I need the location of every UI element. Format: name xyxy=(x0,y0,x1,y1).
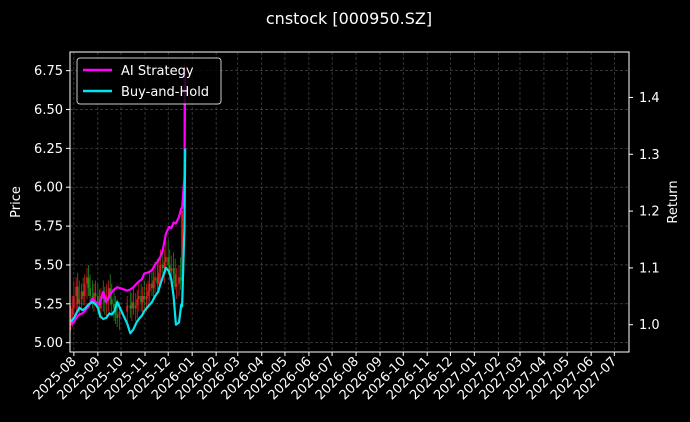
candle-body xyxy=(164,257,167,262)
candle-body xyxy=(98,305,101,309)
right-y-tick-label: 1.2 xyxy=(639,205,660,220)
left-y-axis-ticks: 5.00 5.25 5.50 5.75 6.00 6.25 6.50 6.75 xyxy=(34,64,70,351)
candle-body xyxy=(102,296,105,300)
legend: AI Strategy Buy-and-Hold xyxy=(76,57,222,105)
left-y-tick-label: 5.50 xyxy=(34,258,63,273)
candle-body xyxy=(179,277,182,281)
chart-title: cnstock [000950.SZ] xyxy=(266,9,432,28)
candle-body xyxy=(114,308,117,315)
candle-body xyxy=(163,261,166,269)
candle-body xyxy=(130,302,133,309)
left-y-tick-label: 5.25 xyxy=(34,297,63,312)
candle-body xyxy=(152,280,155,289)
candle-body xyxy=(75,286,78,297)
candle-body xyxy=(156,277,159,284)
right-y-tick-label: 1.4 xyxy=(639,91,660,106)
candle-body xyxy=(132,302,135,309)
left-y-tick-label: 5.75 xyxy=(34,220,63,235)
candle-body xyxy=(161,264,164,269)
right-y-tick-label: 1.3 xyxy=(639,148,660,163)
candle-body xyxy=(159,264,162,273)
candle-body xyxy=(76,286,79,304)
candle-body xyxy=(147,291,149,297)
candle-body xyxy=(168,264,171,272)
right-y-tick-label: 1.0 xyxy=(639,318,660,333)
candle-body xyxy=(143,296,146,300)
candle-body xyxy=(151,283,153,289)
series-line-buy-and-hold xyxy=(69,148,187,335)
candle-body xyxy=(137,296,140,300)
candle-body xyxy=(129,305,132,309)
candle-body xyxy=(126,305,129,312)
plot-frame xyxy=(69,51,630,353)
candle-body xyxy=(181,210,184,281)
left-y-tick-label: 6.50 xyxy=(34,103,63,118)
candle-body xyxy=(86,277,88,284)
candle-body xyxy=(158,272,160,284)
candle-body xyxy=(141,296,144,303)
left-y-axis-label: Price xyxy=(9,186,24,218)
candle-body xyxy=(174,274,177,287)
candle-body xyxy=(69,314,72,325)
candle-body xyxy=(87,277,90,289)
right-y-axis-ticks: 1.0 1.1 1.2 1.3 1.4 xyxy=(629,91,660,333)
candle-body xyxy=(136,299,139,306)
candle-body xyxy=(94,292,97,297)
candle-body xyxy=(110,299,113,304)
legend-box xyxy=(76,57,222,105)
candle-body xyxy=(140,296,143,303)
left-y-tick-label: 5.00 xyxy=(34,336,63,351)
candle-body xyxy=(148,283,151,292)
candle-body xyxy=(96,296,99,306)
candle-body xyxy=(80,291,83,300)
candle-body xyxy=(89,288,92,297)
right-y-tick-label: 1.1 xyxy=(639,261,660,276)
candle-body xyxy=(72,296,75,309)
candle-body xyxy=(83,283,86,297)
left-y-tick-label: 6.25 xyxy=(34,142,63,157)
candle-body xyxy=(113,303,115,309)
candle-body xyxy=(145,296,148,300)
left-y-tick-label: 6.75 xyxy=(34,64,63,79)
candle-body xyxy=(116,314,119,318)
right-y-axis-label: Return xyxy=(666,180,681,223)
candle-body xyxy=(167,257,170,265)
candle-body xyxy=(134,305,137,309)
candle-body xyxy=(71,308,74,315)
candle-body xyxy=(172,268,175,275)
candle-body xyxy=(175,283,178,287)
candle-body xyxy=(82,291,85,297)
candle-body xyxy=(118,311,121,318)
candle-body xyxy=(107,288,110,297)
candle-body xyxy=(154,277,156,281)
candle-body xyxy=(93,292,95,300)
line-series xyxy=(69,68,187,335)
left-y-tick-label: 6.00 xyxy=(34,181,63,196)
legend-label-buy-and-hold: Buy-and-Hold xyxy=(121,85,209,100)
candle-body xyxy=(178,277,180,284)
candle-body xyxy=(78,299,81,304)
legend-label-ai-strategy: AI Strategy xyxy=(121,64,194,79)
candle-body xyxy=(170,268,173,272)
